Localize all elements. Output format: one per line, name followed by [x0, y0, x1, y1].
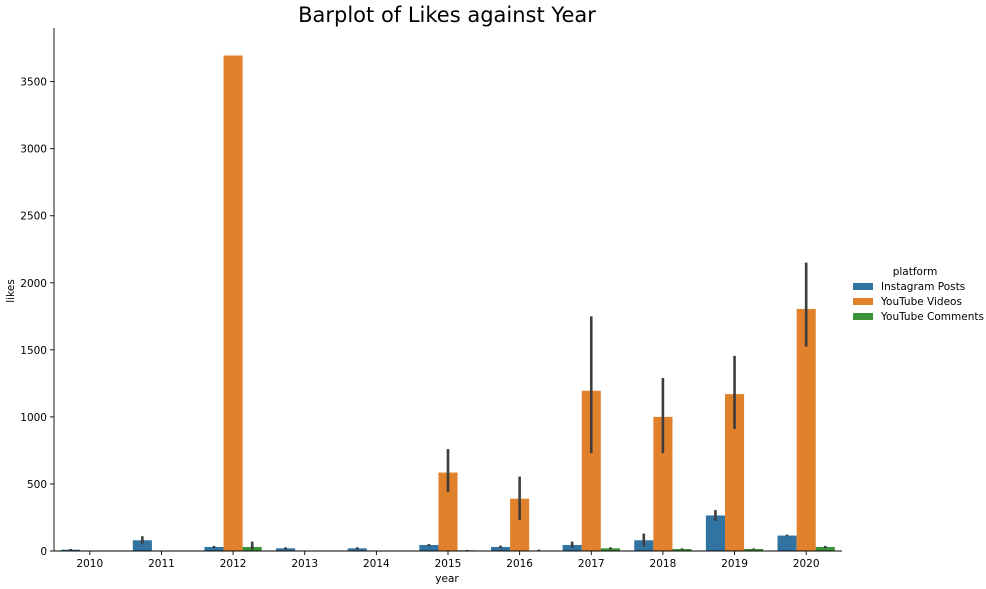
bar-youtube-videos-2018 [653, 416, 673, 551]
bar-instagram-posts-2017 [562, 544, 582, 551]
y-axis: 0 500 1000 1500 2000 2500 3000 3500 [20, 28, 55, 558]
x-tick-label-2012: 2012 [220, 558, 247, 570]
y-tick-label-2500: 2500 [20, 211, 47, 223]
legend-swatch-youtube-videos [853, 298, 873, 305]
bar-instagram-posts-2015 [419, 544, 439, 551]
x-tick-label-2013: 2013 [291, 558, 318, 570]
bar-youtube-comments-2020 [815, 546, 835, 551]
bar-instagram-posts-2014 [347, 548, 367, 551]
legend-swatch-instagram-posts [853, 283, 873, 290]
bar-instagram-posts-2013 [276, 548, 296, 551]
legend-title: platform [893, 266, 938, 278]
y-tick-label-2000: 2000 [20, 278, 47, 290]
bar-instagram-posts-2012 [204, 546, 224, 551]
legend: platform Instagram Posts YouTube Videos Yo… [853, 266, 984, 323]
legend-label-youtube-videos: YouTube Videos [880, 296, 962, 308]
x-tick-label-2020: 2020 [793, 558, 820, 570]
x-tick-label-2014: 2014 [363, 558, 390, 570]
y-tick-label-500: 500 [27, 479, 47, 491]
x-axis: 2010 2011 2012 2013 2014 2015 2016 2017 2018 2019… [54, 550, 842, 570]
bar-youtube-videos-2016 [510, 498, 530, 551]
y-tick-label-3000: 3000 [20, 144, 47, 156]
x-tick-label-2017: 2017 [578, 558, 605, 570]
bar-youtube-videos-2019 [724, 394, 745, 551]
y-axis-label: likes [5, 279, 17, 302]
bar-instagram-posts-2019 [705, 515, 725, 551]
bar-instagram-posts-2020 [777, 535, 797, 551]
legend-label-youtube-comments: YouTube Comments [880, 311, 984, 323]
y-tick-label-0: 0 [40, 546, 47, 558]
bar-youtube-videos-2017 [581, 390, 601, 551]
x-tick-label-2015: 2015 [435, 558, 462, 570]
bar-instagram-posts-2011 [132, 540, 152, 551]
x-tick-label-2010: 2010 [76, 558, 103, 570]
x-tick-label-2018: 2018 [650, 558, 677, 570]
bar-youtube-comments-2017 [600, 548, 620, 551]
bar-youtube-videos-2012 [223, 55, 243, 551]
chart-title: Barplot of Likes against Year [298, 3, 596, 27]
bar-youtube-videos-2020 [796, 308, 816, 551]
bars-group [61, 55, 835, 551]
bar-youtube-comments-2018 [672, 548, 692, 551]
legend-swatch-youtube-comments [853, 313, 873, 320]
x-tick-label-2016: 2016 [506, 558, 533, 570]
bar-youtube-videos-2015 [438, 472, 458, 551]
x-tick-label-2019: 2019 [721, 558, 748, 570]
y-tick-label-1000: 1000 [20, 412, 47, 424]
y-tick-label-1500: 1500 [20, 345, 47, 357]
x-axis-label: year [435, 573, 459, 585]
bar-youtube-comments-2019 [744, 548, 764, 551]
bar-instagram-posts-2016 [490, 546, 511, 551]
legend-label-instagram-posts: Instagram Posts [881, 281, 965, 293]
y-tick-label-3500: 3500 [20, 77, 47, 89]
errorbars-group [69, 262, 827, 551]
x-tick-label-2011: 2011 [148, 558, 175, 570]
